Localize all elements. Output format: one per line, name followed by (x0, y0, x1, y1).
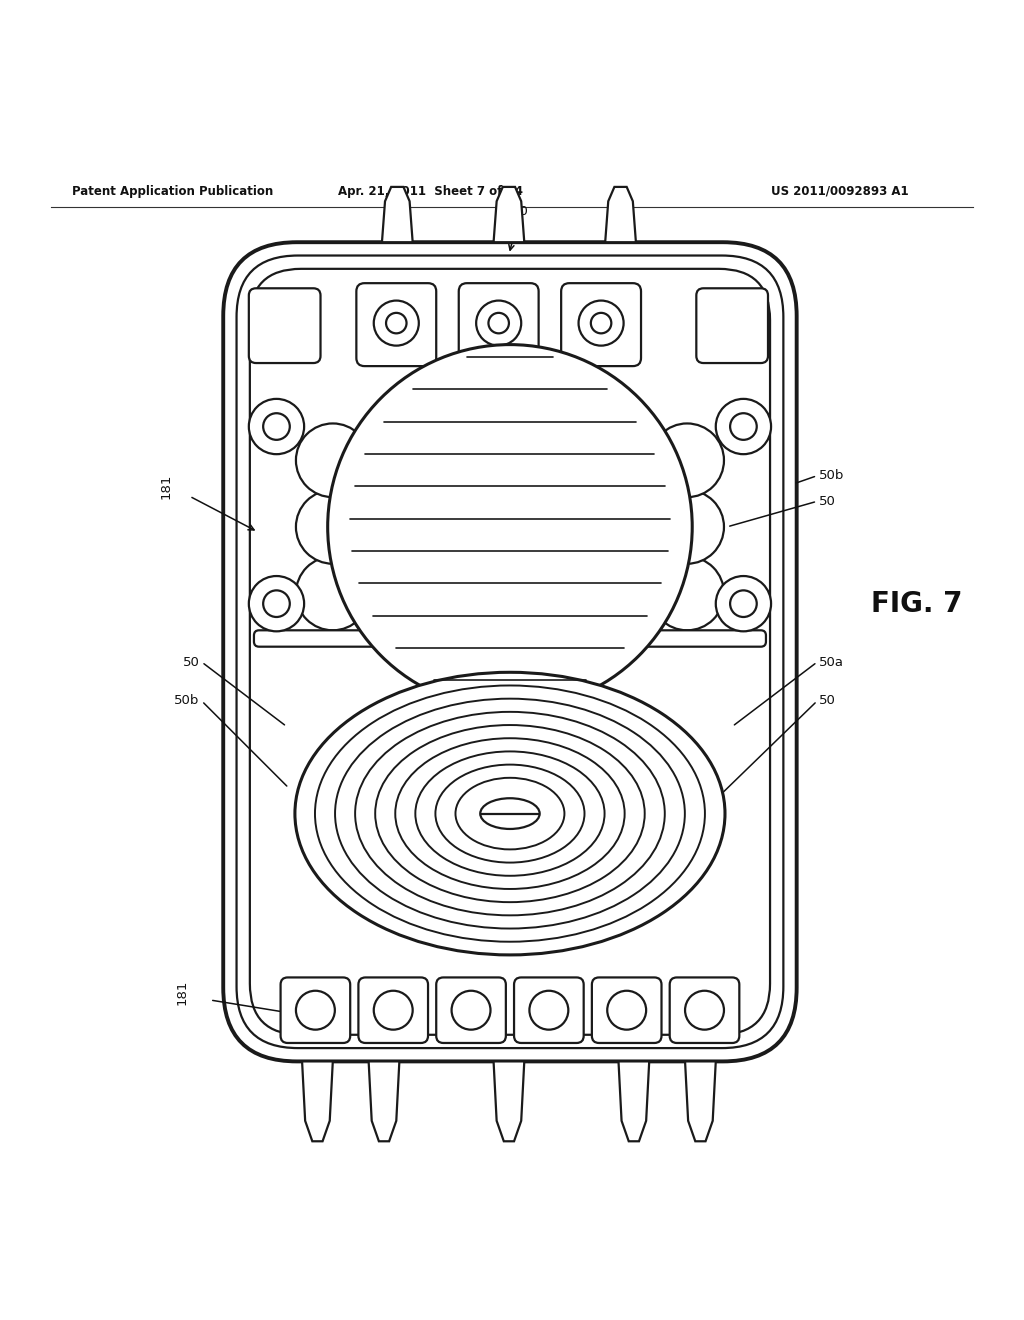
FancyBboxPatch shape (223, 242, 797, 1061)
Text: Patent Application Publication: Patent Application Publication (72, 185, 273, 198)
Text: 181: 181 (176, 981, 188, 1006)
Circle shape (607, 991, 646, 1030)
Ellipse shape (480, 799, 540, 829)
Text: 181: 181 (160, 474, 172, 499)
Text: 50b: 50b (819, 469, 845, 482)
FancyBboxPatch shape (356, 284, 436, 366)
Text: FIG. 7: FIG. 7 (870, 590, 963, 618)
Polygon shape (618, 1061, 649, 1142)
FancyBboxPatch shape (281, 977, 350, 1043)
Polygon shape (685, 1061, 716, 1142)
Polygon shape (494, 1061, 524, 1142)
Circle shape (328, 345, 692, 709)
Circle shape (263, 590, 290, 616)
Polygon shape (382, 187, 413, 242)
Circle shape (249, 399, 304, 454)
Circle shape (650, 490, 724, 564)
Polygon shape (605, 187, 636, 242)
FancyBboxPatch shape (254, 631, 766, 647)
FancyBboxPatch shape (436, 977, 506, 1043)
Circle shape (249, 576, 304, 631)
Circle shape (296, 424, 370, 498)
FancyBboxPatch shape (358, 977, 428, 1043)
Polygon shape (302, 1061, 333, 1142)
Text: 50a: 50a (819, 656, 844, 668)
Circle shape (650, 557, 724, 631)
Circle shape (386, 313, 407, 334)
FancyBboxPatch shape (561, 284, 641, 366)
Text: 50: 50 (509, 205, 528, 251)
Circle shape (452, 991, 490, 1030)
Ellipse shape (295, 672, 725, 954)
Circle shape (591, 313, 611, 334)
Text: US 2011/0092893 A1: US 2011/0092893 A1 (771, 185, 908, 198)
Circle shape (476, 301, 521, 346)
Text: 50: 50 (819, 694, 836, 708)
Circle shape (650, 424, 724, 498)
Text: 50: 50 (819, 495, 836, 508)
FancyBboxPatch shape (670, 977, 739, 1043)
Circle shape (488, 313, 509, 334)
Circle shape (263, 413, 290, 440)
FancyBboxPatch shape (696, 288, 768, 363)
FancyBboxPatch shape (459, 284, 539, 366)
Circle shape (716, 399, 771, 454)
Circle shape (730, 413, 757, 440)
Circle shape (296, 991, 335, 1030)
Text: 50b: 50b (174, 694, 200, 708)
Text: Apr. 21, 2011  Sheet 7 of 54: Apr. 21, 2011 Sheet 7 of 54 (338, 185, 522, 198)
Circle shape (730, 590, 757, 616)
Circle shape (579, 301, 624, 346)
Circle shape (296, 490, 370, 564)
Polygon shape (494, 187, 524, 242)
Text: 50: 50 (183, 656, 200, 668)
Circle shape (296, 557, 370, 631)
Polygon shape (369, 1061, 399, 1142)
FancyBboxPatch shape (514, 977, 584, 1043)
Circle shape (716, 576, 771, 631)
Circle shape (374, 991, 413, 1030)
Circle shape (529, 991, 568, 1030)
FancyBboxPatch shape (592, 977, 662, 1043)
FancyBboxPatch shape (249, 288, 321, 363)
Circle shape (374, 301, 419, 346)
Circle shape (685, 991, 724, 1030)
